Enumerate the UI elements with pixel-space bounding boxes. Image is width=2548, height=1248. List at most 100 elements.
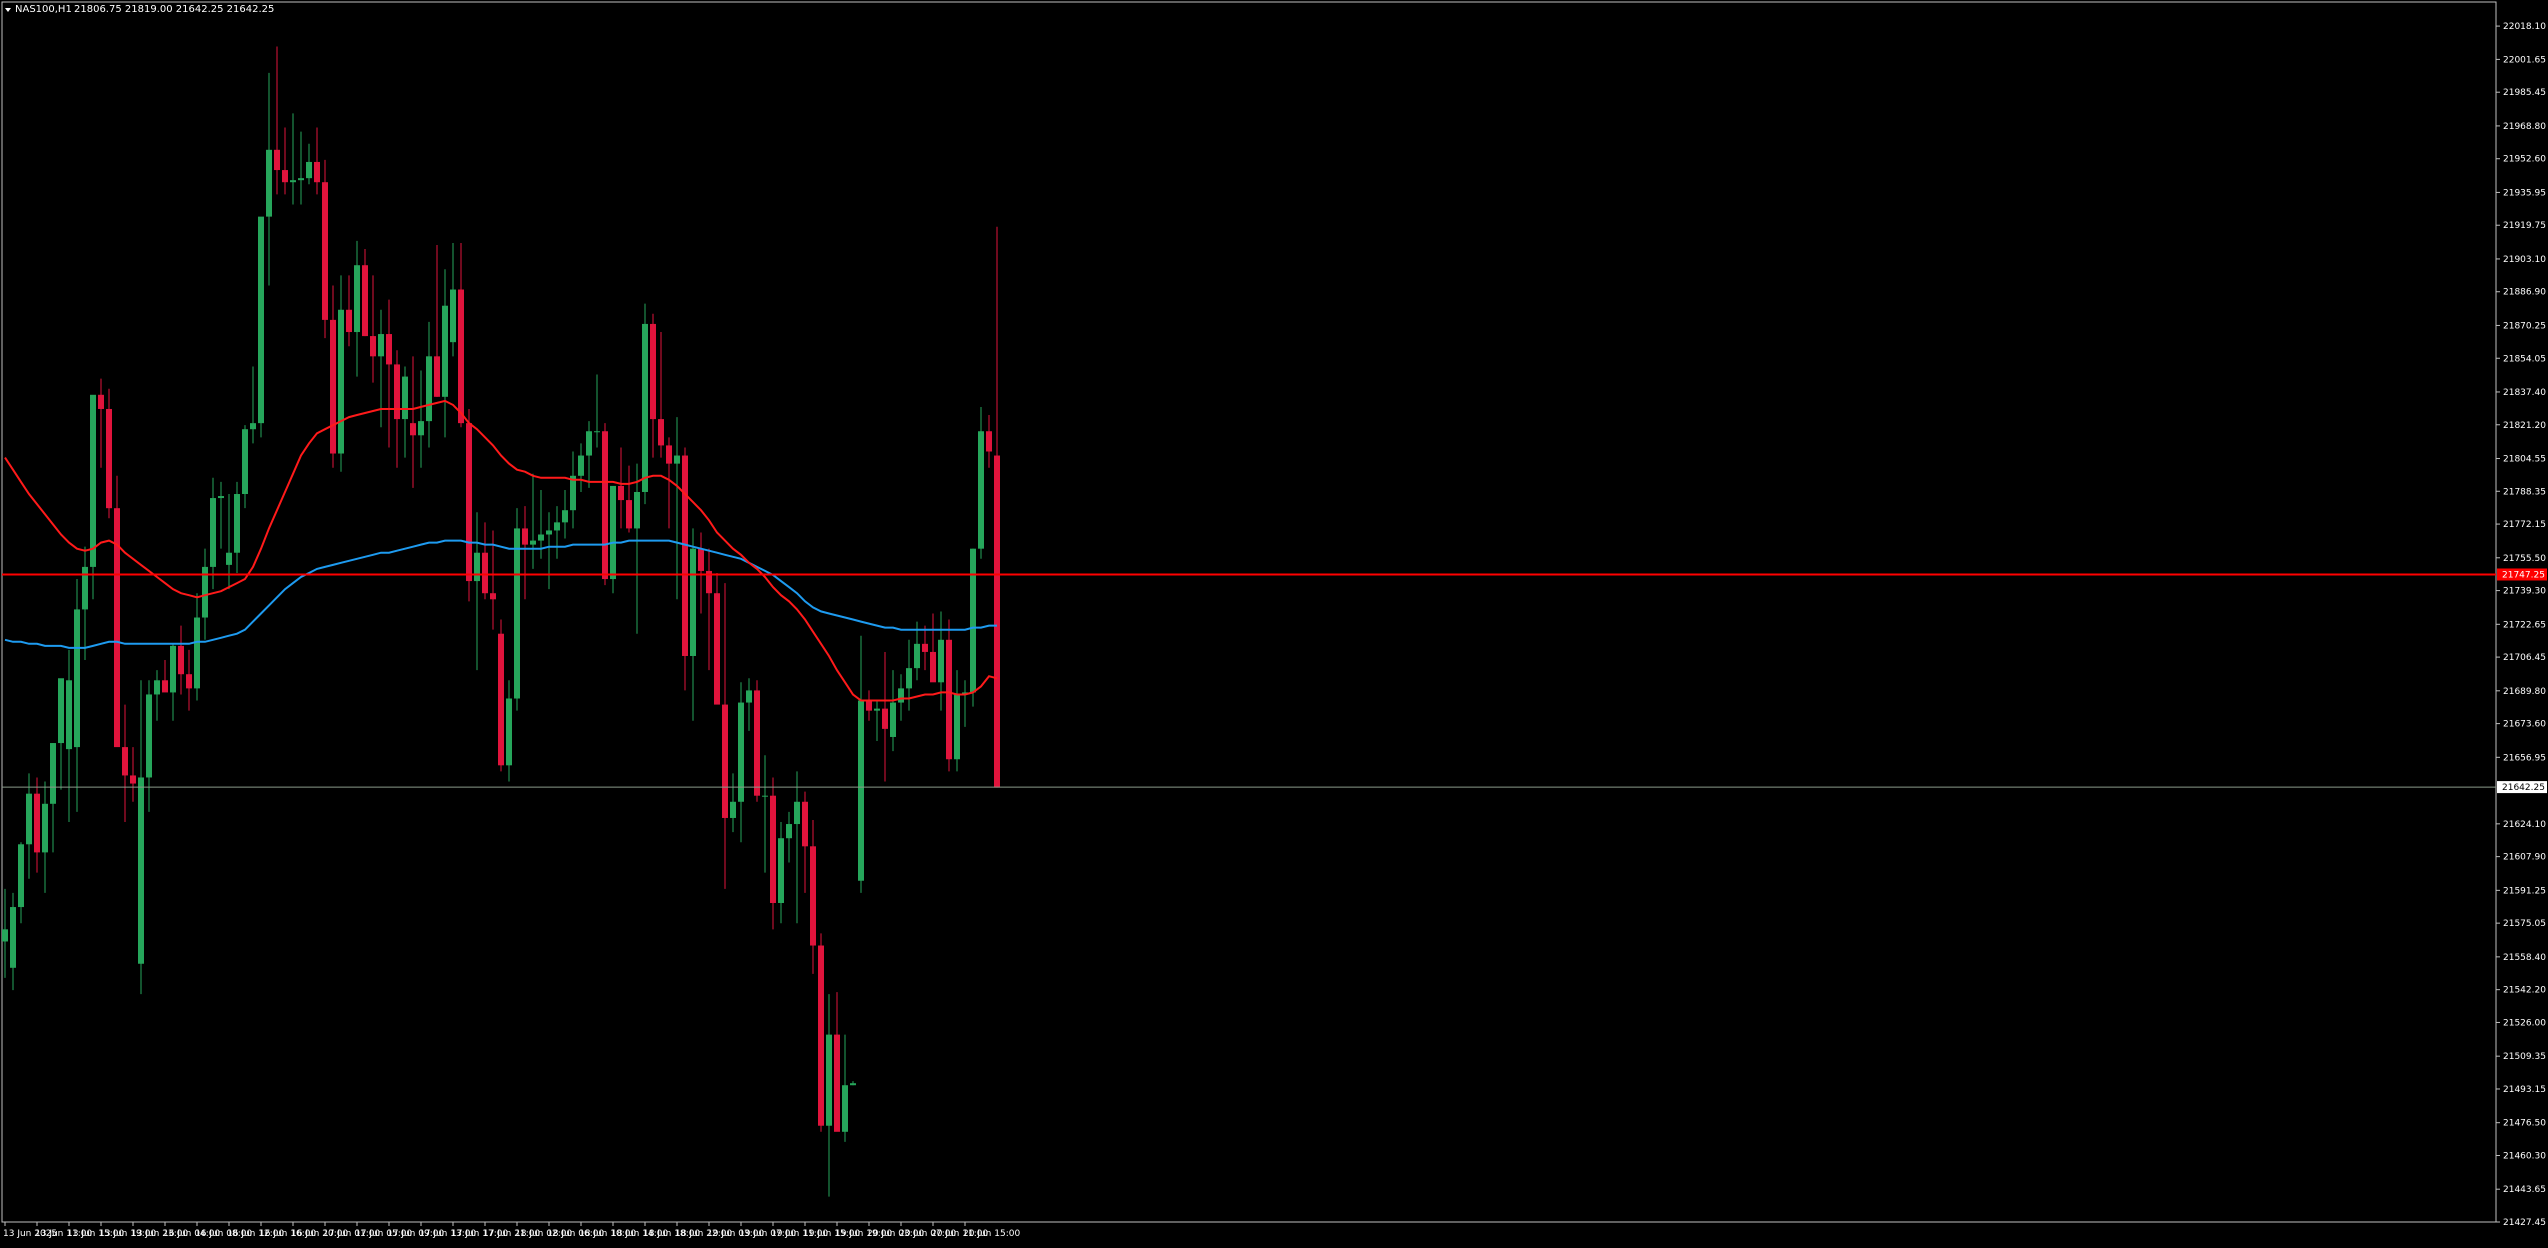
candle-body xyxy=(202,566,208,618)
candle-body xyxy=(754,690,760,796)
candle xyxy=(234,481,240,573)
candle xyxy=(122,704,128,823)
x-tick-label: 17 Jun 21:00 xyxy=(483,1229,540,1239)
candle xyxy=(426,321,432,448)
x-tick-label: 16 Jun 12:00 xyxy=(227,1229,284,1239)
candle xyxy=(386,299,392,448)
candle xyxy=(778,822,784,924)
candle-body xyxy=(962,692,968,695)
y-tick-label: 21886.90 xyxy=(2503,288,2546,298)
candle xyxy=(650,313,656,458)
x-tick-label: 17 Jun 05:00 xyxy=(355,1229,412,1239)
candle xyxy=(34,777,40,873)
candle xyxy=(186,649,192,711)
chevron-down-icon[interactable] xyxy=(5,8,11,12)
candle xyxy=(834,992,840,1132)
candle-body xyxy=(2,929,8,942)
candle xyxy=(490,530,496,630)
candle-body xyxy=(90,394,96,567)
candle xyxy=(914,621,920,681)
candle-body xyxy=(82,566,88,610)
y-tick-label: 21919.75 xyxy=(2503,221,2546,231)
y-tick-label: 21739.30 xyxy=(2503,587,2546,597)
price-lines-layer xyxy=(2,573,2496,788)
y-tick-label: 21443.65 xyxy=(2503,1185,2546,1195)
candle-body xyxy=(250,423,256,430)
price-axis[interactable]: 22018.10 22001.65 21985.45 21968.80 21952.60… xyxy=(2496,22,2547,1228)
candle-body xyxy=(186,674,192,689)
candle-body xyxy=(826,1034,832,1126)
candle-body xyxy=(218,496,224,499)
ma-fast-line xyxy=(4,399,998,702)
candle-body xyxy=(602,431,608,580)
candle-body xyxy=(922,643,928,652)
y-tick-label: 21837.40 xyxy=(2503,388,2546,398)
candle xyxy=(146,680,152,812)
candle xyxy=(106,388,112,519)
candle xyxy=(826,994,832,1197)
candle xyxy=(50,743,56,853)
x-tick-label: 18 Jun 10:00 xyxy=(579,1229,636,1239)
candle xyxy=(506,680,512,782)
candle xyxy=(714,572,720,705)
y-tick-label: 21788.35 xyxy=(2503,487,2546,497)
candle-body xyxy=(970,548,976,693)
candle-body xyxy=(122,747,128,776)
candle-body xyxy=(330,319,336,454)
candle xyxy=(930,613,936,683)
y-tick-label: 21460.30 xyxy=(2503,1151,2546,1161)
candle-body xyxy=(634,491,640,529)
candle-body xyxy=(458,289,464,424)
candle-body xyxy=(626,500,632,529)
candle xyxy=(226,494,232,590)
hline-price-label: 21747.25 xyxy=(2502,570,2545,580)
candle-body xyxy=(210,498,216,567)
candle-body xyxy=(474,552,480,582)
x-tick-label: 17 Jun 17:00 xyxy=(451,1229,508,1239)
candle xyxy=(538,489,544,559)
candle xyxy=(306,143,312,185)
y-tick-label: 21542.20 xyxy=(2503,986,2546,996)
candle xyxy=(114,475,120,748)
candle xyxy=(682,447,688,691)
y-tick-label: 22001.65 xyxy=(2503,55,2546,65)
candle xyxy=(474,512,480,671)
candle-body xyxy=(362,265,368,337)
candle xyxy=(322,159,328,339)
candle xyxy=(858,635,864,893)
y-tick-label: 22018.10 xyxy=(2503,22,2546,32)
candle xyxy=(82,546,88,661)
candle xyxy=(978,406,984,559)
candle xyxy=(850,1081,856,1086)
candle xyxy=(138,680,144,995)
candle-body xyxy=(74,609,80,748)
candle-body xyxy=(538,534,544,541)
candle xyxy=(162,660,168,693)
candle-body xyxy=(642,323,648,492)
candle-body xyxy=(290,180,296,183)
candle-body xyxy=(418,421,424,436)
candle xyxy=(370,275,376,383)
candle xyxy=(698,532,704,614)
candle xyxy=(634,463,640,634)
candle xyxy=(154,670,160,721)
candle-body xyxy=(786,824,792,839)
candle-body xyxy=(682,455,688,656)
symbol-label: NAS100,H1 xyxy=(15,4,72,15)
candle xyxy=(90,394,96,600)
candle xyxy=(442,269,448,438)
x-tick-label: 19 Jun 15:00 xyxy=(803,1229,860,1239)
y-tick-label: 21509.35 xyxy=(2503,1052,2546,1062)
candle xyxy=(482,522,488,600)
candle-body xyxy=(650,323,656,420)
candle xyxy=(258,216,264,438)
candle xyxy=(586,421,592,488)
x-tick-label: 18 Jun 02:00 xyxy=(515,1229,572,1239)
candle xyxy=(498,619,504,772)
y-tick-label: 21903.10 xyxy=(2503,255,2546,265)
x-tick-label: 19 Jun 03:00 xyxy=(707,1229,764,1239)
